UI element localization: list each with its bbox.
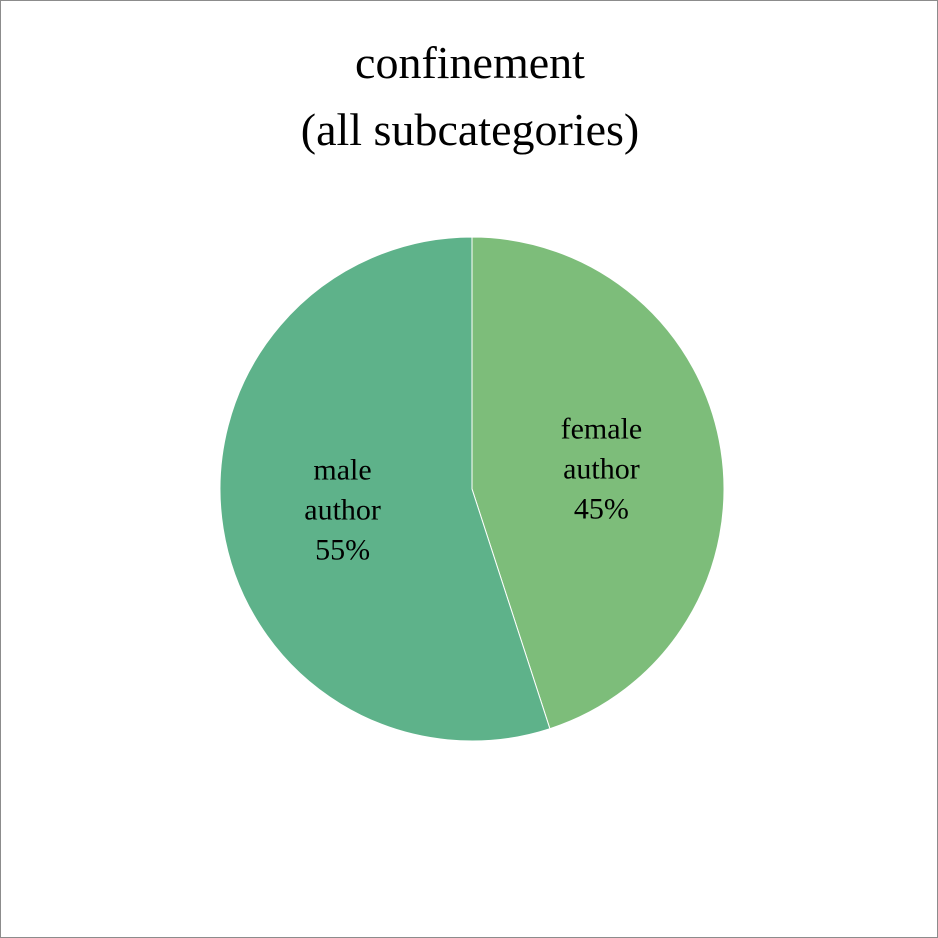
data-label-percent: 55% bbox=[315, 533, 370, 566]
data-label-male-author: male author 55% bbox=[304, 453, 381, 566]
chart-title-line-2: (all subcategories) bbox=[300, 104, 640, 155]
data-label-text: author bbox=[304, 493, 381, 526]
chart-title-line-1: confinement bbox=[355, 37, 585, 88]
data-label-female-author: female author 45% bbox=[561, 413, 643, 526]
data-label-text: male bbox=[313, 453, 371, 486]
pie-slice-female-author bbox=[471, 236, 725, 730]
data-label-percent: 45% bbox=[574, 493, 629, 526]
data-label-text: author bbox=[563, 453, 640, 486]
data-label-text: female bbox=[561, 413, 643, 446]
pie-slice-male-author bbox=[219, 236, 551, 742]
